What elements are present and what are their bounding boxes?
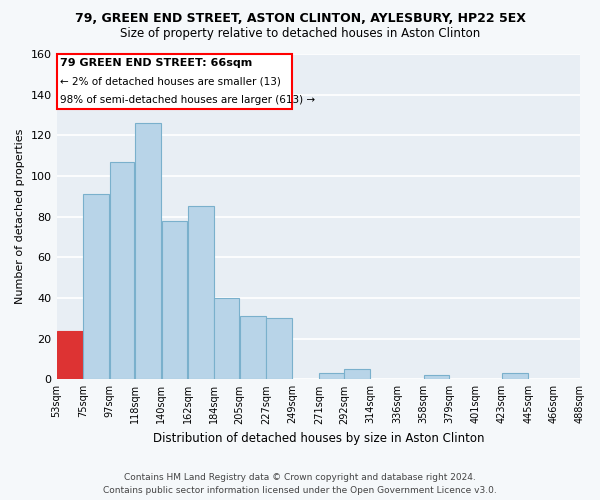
Text: 79, GREEN END STREET, ASTON CLINTON, AYLESBURY, HP22 5EX: 79, GREEN END STREET, ASTON CLINTON, AYL… <box>74 12 526 26</box>
Bar <box>502 373 528 380</box>
Bar <box>161 220 187 380</box>
Bar <box>135 123 161 380</box>
Text: Size of property relative to detached houses in Aston Clinton: Size of property relative to detached ho… <box>120 28 480 40</box>
Bar <box>83 194 109 380</box>
Bar <box>188 206 214 380</box>
Bar <box>344 369 370 380</box>
Bar <box>240 316 266 380</box>
Bar <box>110 162 134 380</box>
X-axis label: Distribution of detached houses by size in Aston Clinton: Distribution of detached houses by size … <box>152 432 484 445</box>
Bar <box>319 373 344 380</box>
FancyBboxPatch shape <box>56 54 292 109</box>
Text: 79 GREEN END STREET: 66sqm: 79 GREEN END STREET: 66sqm <box>60 58 253 68</box>
Bar <box>424 375 449 380</box>
Bar <box>266 318 292 380</box>
Bar <box>214 298 239 380</box>
Text: 98% of semi-detached houses are larger (613) →: 98% of semi-detached houses are larger (… <box>60 94 315 104</box>
Text: ← 2% of detached houses are smaller (13): ← 2% of detached houses are smaller (13) <box>60 76 281 86</box>
Text: Contains HM Land Registry data © Crown copyright and database right 2024.
Contai: Contains HM Land Registry data © Crown c… <box>103 474 497 495</box>
Y-axis label: Number of detached properties: Number of detached properties <box>15 129 25 304</box>
Bar <box>57 330 83 380</box>
